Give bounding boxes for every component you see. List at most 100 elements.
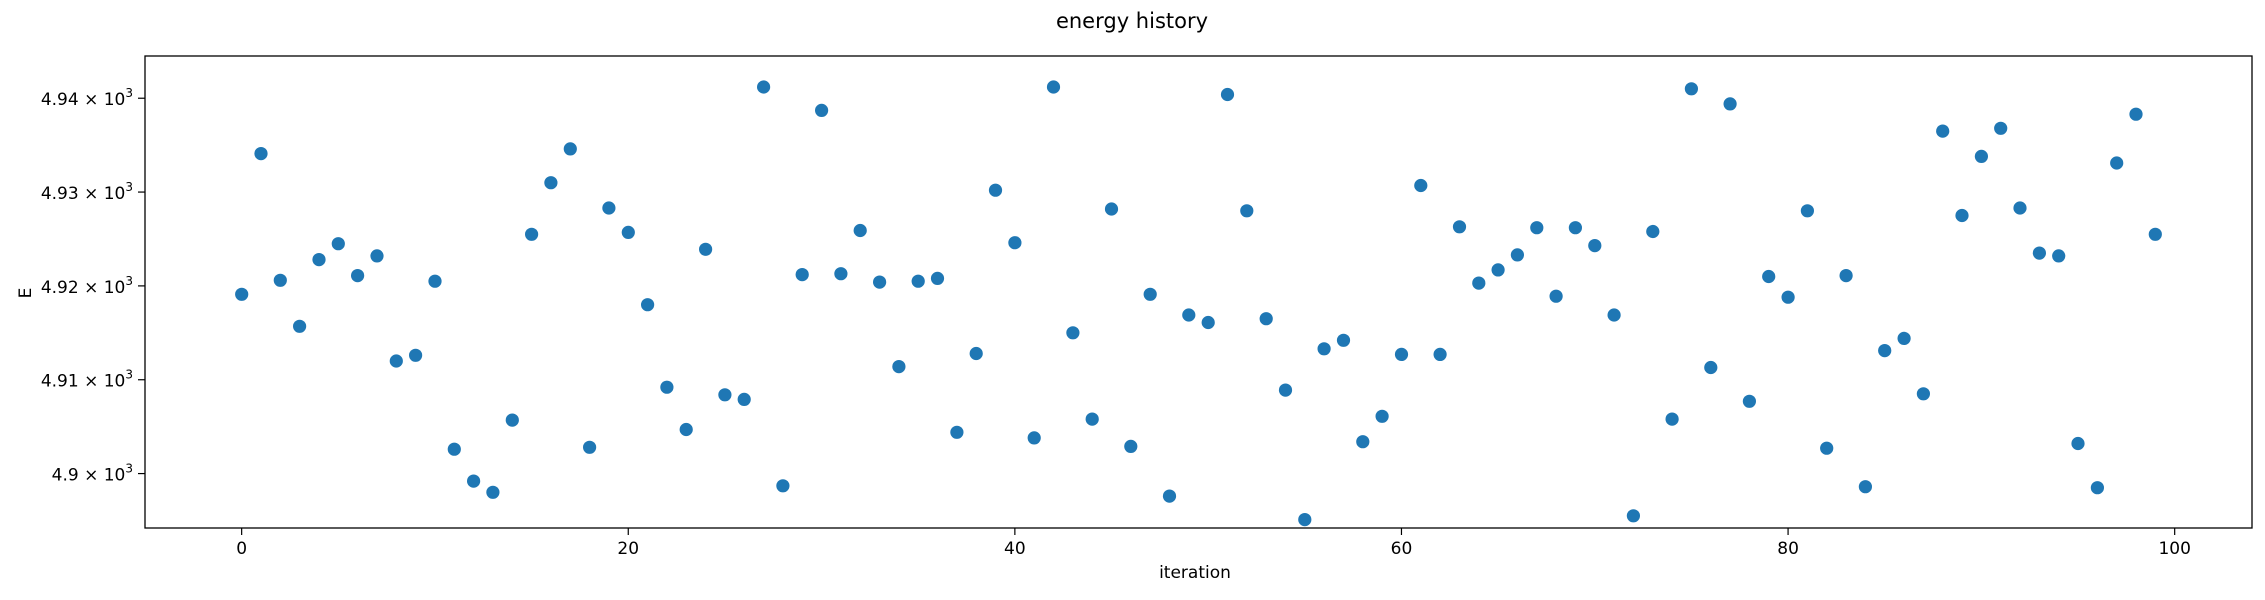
y-axis-label: E xyxy=(16,288,36,299)
data-point xyxy=(467,474,481,488)
data-point xyxy=(1820,441,1834,455)
data-point xyxy=(1974,149,1988,163)
data-point xyxy=(873,275,887,289)
data-point xyxy=(1491,263,1505,277)
x-tick-label: 60 xyxy=(1391,539,1413,559)
y-tick-label: 4.9 × 103 xyxy=(52,462,133,486)
data-point xyxy=(795,268,809,282)
data-point xyxy=(602,201,616,215)
data-point xyxy=(2071,436,2085,451)
data-point xyxy=(1085,412,1099,426)
data-point xyxy=(1878,344,1892,358)
data-points xyxy=(235,80,2162,527)
data-point xyxy=(428,274,442,288)
x-tick-label: 80 xyxy=(1777,539,1799,559)
data-point xyxy=(853,223,867,238)
x-axis-label: iteration xyxy=(1159,563,1231,583)
y-tick-label: 4.91 × 103 xyxy=(41,368,133,392)
data-point xyxy=(1298,513,1312,527)
data-point xyxy=(911,274,925,288)
plot-area: 0 20 40 60 80 100 4.9 × 103 4.91 × 103 4.92 × 1… xyxy=(41,55,2253,559)
data-point xyxy=(1858,480,1872,494)
data-point xyxy=(2032,246,2046,260)
data-point xyxy=(1433,347,1447,361)
data-point xyxy=(737,392,751,406)
data-point xyxy=(1143,287,1157,301)
chart-title: energy history xyxy=(1056,9,1208,33)
data-point xyxy=(1549,289,1563,303)
data-point xyxy=(1781,290,1795,304)
data-point xyxy=(525,227,539,241)
data-point xyxy=(2013,201,2027,215)
data-point xyxy=(1916,387,1930,401)
data-point xyxy=(776,479,790,493)
x-axis-ticks: 0 20 40 60 80 100 xyxy=(236,528,2191,559)
data-point xyxy=(892,360,906,374)
data-point xyxy=(1452,220,1467,234)
data-point xyxy=(544,176,558,190)
data-point xyxy=(1646,224,1660,239)
data-point xyxy=(1897,331,1911,345)
data-point xyxy=(1104,202,1119,216)
x-tick-label: 20 xyxy=(617,539,639,559)
data-point xyxy=(834,267,848,281)
data-point xyxy=(660,380,674,394)
data-point xyxy=(1201,315,1215,330)
data-point xyxy=(312,253,326,267)
data-point xyxy=(1994,121,2008,135)
data-point xyxy=(2052,249,2066,263)
data-point xyxy=(757,80,771,94)
y-tick-label: 4.94 × 103 xyxy=(41,86,133,110)
data-point xyxy=(1027,431,1041,445)
data-point xyxy=(1800,204,1814,218)
data-point xyxy=(447,442,461,456)
data-point xyxy=(1607,308,1621,322)
data-point xyxy=(699,242,713,256)
data-point xyxy=(370,249,384,263)
data-point xyxy=(331,237,345,251)
x-tick-label: 100 xyxy=(2158,539,2190,559)
data-point xyxy=(254,147,268,161)
data-point xyxy=(1394,347,1409,361)
data-point xyxy=(1240,204,1254,218)
data-point xyxy=(1530,221,1544,235)
data-point xyxy=(1472,276,1486,290)
data-point xyxy=(1742,394,1756,408)
data-point xyxy=(718,388,732,402)
data-point xyxy=(1008,236,1022,250)
data-point xyxy=(293,319,307,333)
x-tick-label: 40 xyxy=(1004,539,1026,559)
data-point xyxy=(679,422,693,437)
data-point xyxy=(1510,248,1524,262)
data-point xyxy=(1588,239,1602,253)
data-point xyxy=(1317,342,1331,356)
data-point xyxy=(2090,481,2104,495)
data-point xyxy=(1665,412,1679,426)
data-point xyxy=(1046,80,1061,94)
data-point xyxy=(1336,333,1351,347)
data-point xyxy=(1723,97,1737,111)
data-point xyxy=(1066,326,1080,340)
data-point xyxy=(950,425,964,439)
data-point xyxy=(1356,435,1370,449)
data-point xyxy=(1278,383,1293,397)
data-point xyxy=(351,269,365,283)
data-point xyxy=(621,225,635,239)
data-point xyxy=(235,287,249,301)
data-point xyxy=(1124,439,1138,453)
data-point xyxy=(2129,107,2143,121)
data-point xyxy=(988,183,1003,197)
data-point xyxy=(505,413,519,427)
data-point xyxy=(563,142,577,156)
data-point xyxy=(1182,308,1196,322)
data-point xyxy=(1568,221,1582,235)
y-tick-label: 4.92 × 103 xyxy=(41,274,133,298)
y-tick-label: 4.93 × 103 xyxy=(41,180,133,204)
data-point xyxy=(815,103,829,117)
data-point xyxy=(2148,227,2162,241)
data-point xyxy=(1839,269,1853,283)
data-point xyxy=(1955,208,1969,223)
y-axis-ticks: 4.9 × 103 4.91 × 103 4.92 × 103 4.93 × 103 4… xyxy=(41,86,145,486)
data-point xyxy=(1936,124,1950,138)
